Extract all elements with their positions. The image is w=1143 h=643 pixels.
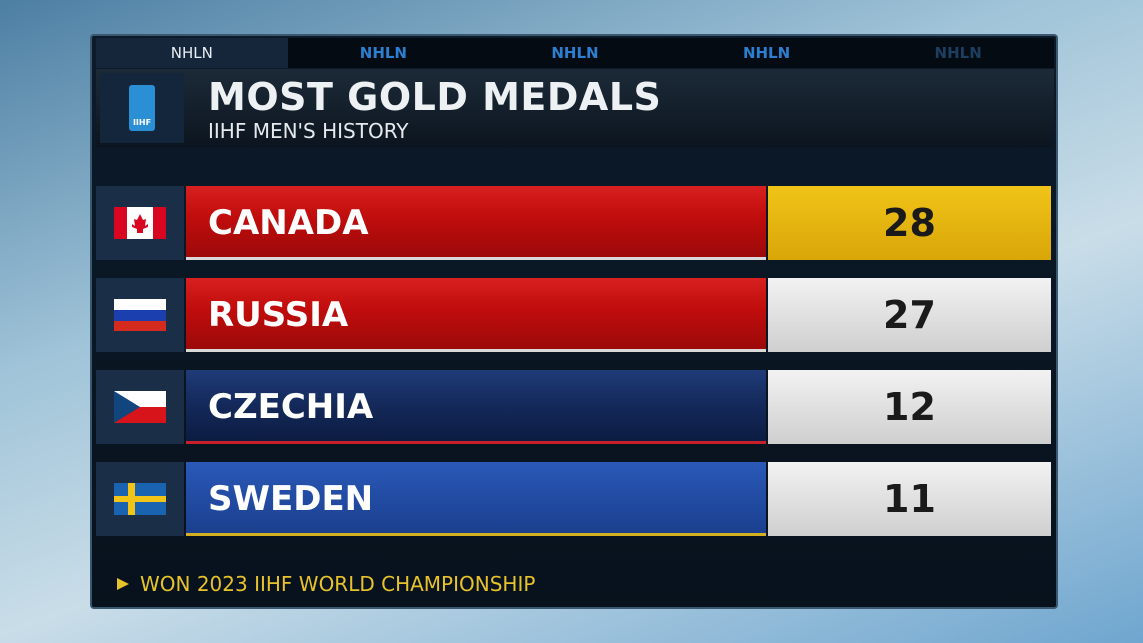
country-bar: CZECHIA	[186, 370, 766, 444]
flag-sweden	[114, 483, 166, 515]
table-row: CZECHIA 12	[96, 370, 1051, 444]
logo-box: IIHF	[100, 73, 184, 143]
arrow-icon	[117, 578, 129, 590]
title: MOST GOLD MEDALS	[208, 75, 662, 119]
flag	[96, 278, 184, 352]
medal-count: 11	[768, 462, 1051, 536]
footer-text: WON 2023 IIHF WORLD CHAMPIONSHIP	[140, 572, 536, 596]
medal-count: 28	[768, 186, 1051, 260]
medal-count: 12	[768, 370, 1051, 444]
flag	[96, 462, 184, 536]
tab: NHLN	[742, 44, 791, 62]
tab: NHLN	[96, 38, 288, 68]
medal-count: 27	[768, 278, 1051, 352]
country-bar: SWEDEN	[186, 462, 766, 536]
logo: IIHF	[129, 85, 155, 131]
flag-canada	[114, 207, 166, 239]
subtitle: IIHF MEN'S HISTORY	[208, 119, 409, 143]
table-row: CANADA 28	[96, 186, 1051, 260]
graphic-panel: NHLN NHLN NHLN NHLN NHLN IIHF MOST GOLD …	[90, 34, 1058, 609]
flag-czechia	[114, 391, 166, 423]
flag-russia	[114, 299, 166, 331]
footer-note: WON 2023 IIHF WORLD CHAMPIONSHIP	[116, 572, 535, 596]
country-bar: CANADA	[186, 186, 766, 260]
tab: NHLN	[359, 44, 407, 62]
table-row: RUSSIA 27	[96, 278, 1051, 352]
header: IIHF MOST GOLD MEDALS IIHF MEN'S HISTORY	[96, 69, 1054, 147]
country-bar: RUSSIA	[186, 278, 766, 352]
tab: NHLN	[551, 44, 599, 62]
network-tabs: NHLN NHLN NHLN NHLN NHLN	[96, 38, 1054, 68]
table-row: SWEDEN 11	[96, 462, 1051, 536]
flag	[96, 186, 184, 260]
tab: NHLN	[934, 44, 982, 62]
flag	[96, 370, 184, 444]
